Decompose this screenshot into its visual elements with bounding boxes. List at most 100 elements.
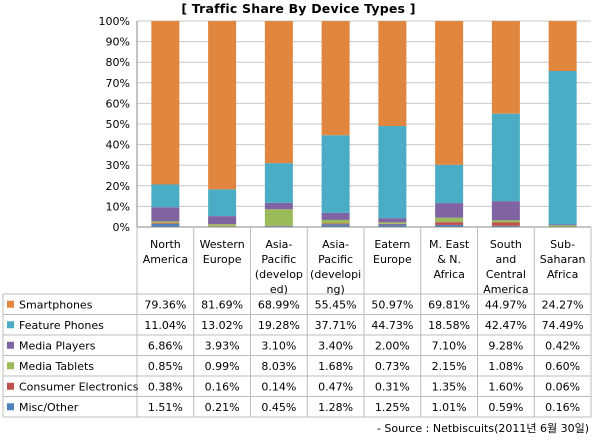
bar-segment [378,224,407,227]
data-value-label: 7.10% [432,339,467,352]
data-value-label: 68.99% [258,298,300,311]
y-tick-label: 80% [106,56,130,69]
data-value-label: 69.81% [428,298,470,311]
data-value-label: 0.99% [205,360,240,373]
category-label-line: and [496,253,517,266]
data-value-label: 0.16% [205,380,240,393]
bar-segment [151,223,180,227]
bar-segment [264,163,293,203]
y-tick-label: 90% [106,36,130,49]
bar-segment [548,21,577,71]
bar-segment [321,223,350,225]
data-value-label: 0.59% [488,401,523,414]
bar-segment [435,224,464,227]
bar-segment [435,203,464,218]
bar-segment [378,222,407,224]
category-label: M. East & N. Africa [429,238,470,281]
category-label-line: Europe [373,253,412,266]
data-value-label: 0.14% [261,380,296,393]
bar-segment [435,217,464,223]
bar-segment [208,189,237,217]
bar-segment [264,209,293,226]
category-label: South and Central America [483,238,528,296]
data-value-label: 8.03% [261,360,296,373]
data-value-label: 24.27% [542,298,584,311]
bar-segment [151,184,180,208]
category-label-line: America [483,283,528,296]
category-label-line: South [490,238,522,251]
data-value-label: 18.58% [428,319,470,332]
legend-swatch [7,321,14,329]
bar-segment [208,21,237,190]
bar-segment [378,223,407,225]
category-label-line: North [150,238,181,251]
category-label: Western Europe [200,238,245,266]
bar-segment [491,21,520,114]
category-label-line: Pacific [261,253,296,266]
category-label-line: ed) [270,283,288,296]
bar-segment [378,218,407,223]
data-value-label: 1.01% [432,401,467,414]
data-value-label: 0.45% [261,401,296,414]
legend-label: Media Players [19,339,96,352]
category-label: Sub- Saharan Africa [540,238,586,281]
bar-segment [378,126,407,219]
data-value-label: 42.47% [485,319,527,332]
bar-segment [264,21,293,164]
data-value-label: 37.71% [315,319,357,332]
y-tick-label: 20% [106,180,130,193]
legend-label: Smartphones [19,298,93,311]
data-value-label: 74.49% [542,319,584,332]
bar-segment [491,222,520,226]
category-label-line: & N. [437,253,461,266]
bar-segment [548,70,577,225]
bar-segment [151,21,180,185]
data-value-label: 11.04% [144,319,186,332]
data-value-label: 0.60% [545,360,580,373]
bar-segment [491,113,520,202]
bar-segment [435,21,464,165]
bar-segment [321,135,350,213]
data-value-label: 1.08% [488,360,523,373]
data-value-label: 44.73% [371,319,413,332]
legend-swatch [7,362,14,370]
bar-segment [548,224,577,226]
bar-segment [264,202,293,210]
category-label-line: Central [486,268,526,281]
bar-segment [321,224,350,227]
data-value-label: 0.73% [375,360,410,373]
data-value-label: 0.31% [375,380,410,393]
data-value-label: 3.40% [318,339,353,352]
data-value-label: 0.16% [545,401,580,414]
bar-segment [208,224,237,227]
category-label-line: Africa [547,268,578,281]
category-label-line: America [143,253,188,266]
bar-segment [548,225,577,227]
data-value-label: 50.97% [371,298,413,311]
y-tick-label: 100% [99,15,130,28]
category-label-line: Asia- [322,238,349,251]
category-label: Eatern Europe [373,238,412,266]
bar-segment [321,212,350,220]
data-value-label: 81.69% [201,298,243,311]
legend-swatch [7,341,14,349]
category-label: North America [143,238,188,266]
bar-segment [491,201,520,221]
data-value-label: 1.60% [488,380,523,393]
data-value-label: 79.36% [144,298,186,311]
source-note: - Source : Netbiscuits(2011년 6월 30일) [376,422,589,435]
bar-segment [151,207,180,222]
y-tick-label: 10% [106,200,130,213]
data-value-label: 2.00% [375,339,410,352]
legend-label: Feature Phones [19,319,104,332]
category-label-line: Europe [203,253,242,266]
category-label-line: Africa [433,268,464,281]
data-value-label: 0.21% [205,401,240,414]
data-value-label: 13.02% [201,319,243,332]
category-label-line: Saharan [540,253,586,266]
y-tick-label: 0% [113,221,130,234]
category-label-line: ng) [327,283,345,296]
legend-swatch [7,403,14,411]
bar-segment [435,222,464,225]
